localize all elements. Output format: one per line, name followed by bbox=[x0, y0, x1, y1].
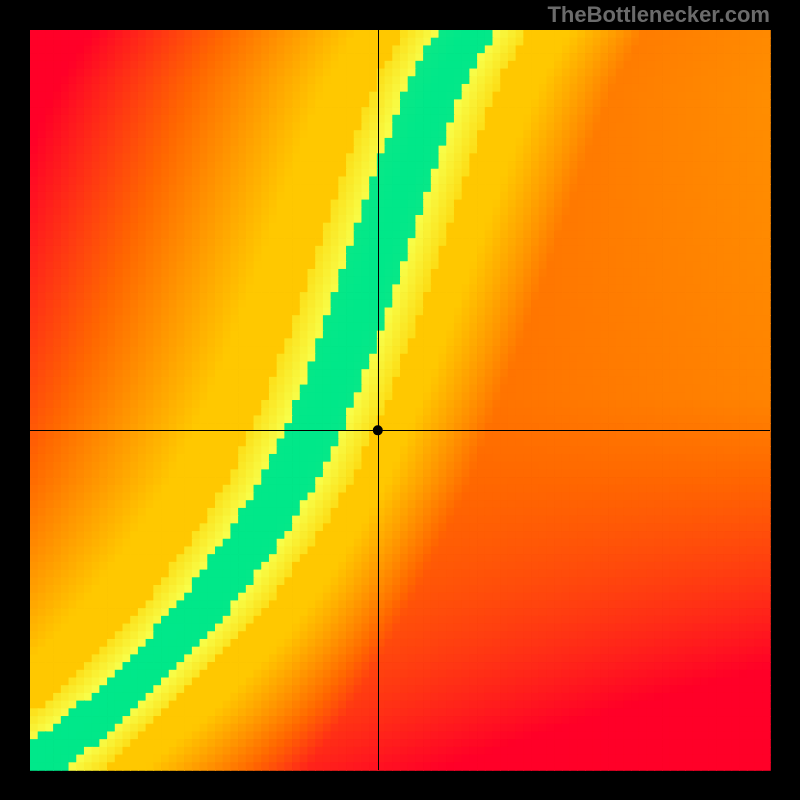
chart-container: TheBottlenecker.com bbox=[0, 0, 800, 800]
bottleneck-heatmap bbox=[0, 0, 800, 800]
